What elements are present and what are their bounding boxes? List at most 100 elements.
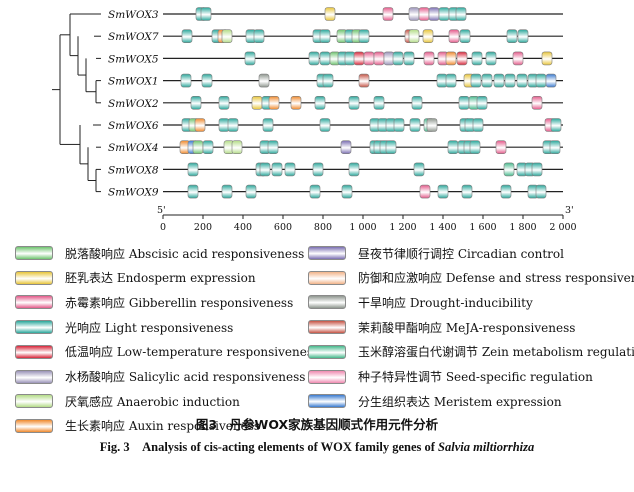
axis-tick-label: 1 400 — [429, 222, 456, 233]
axis-tick-label: 0 — [160, 222, 166, 233]
element-marker-lowtemp — [456, 51, 468, 66]
legend-label: 脱落酸响应 Abscisic acid responsiveness — [65, 246, 305, 261]
legend-swatch — [15, 344, 53, 359]
element-marker-light — [271, 162, 283, 177]
axis-tick-label: 200 — [194, 222, 212, 233]
legend-swatch — [15, 270, 53, 285]
legend-label: 光响应 Light responsiveness — [65, 320, 234, 335]
element-marker-auxin — [445, 51, 457, 66]
legend-label: 胚乳表达 Endosperm expression — [65, 271, 256, 286]
element-marker-light — [476, 96, 488, 110]
element-marker-endosperm — [422, 29, 434, 44]
element-marker-light — [373, 96, 385, 110]
legend-item: 干旱响应 Drought-inducibility — [308, 292, 533, 312]
element-marker-light — [471, 51, 483, 66]
x-axis: 0 200 400 600 800 1 000 1 200 1 400 1 600 1 800 2 … — [157, 205, 577, 233]
element-marker-anaerobic — [231, 140, 243, 154]
element-marker-light — [500, 184, 512, 199]
element-marker-light — [309, 184, 321, 199]
element-marker-light — [485, 51, 497, 66]
element-marker-light — [341, 184, 353, 199]
element-marker-light — [470, 73, 482, 88]
element-marker-light — [493, 73, 505, 88]
legend-label: 分生组织表达 Meristem expression — [358, 394, 562, 409]
element-marker-gibberellin — [531, 96, 543, 110]
element-marker-light — [437, 184, 449, 199]
element-marker-light — [531, 162, 543, 177]
gene-tracks: SmWOX3 SmWOX7 SmWOX5 SmWOX1 SmWOX2 SmWOX6 SmWO… — [108, 7, 563, 199]
element-marker-light — [348, 162, 360, 177]
element-marker-light — [504, 73, 516, 88]
axis-tick-label: 1 000 — [349, 222, 376, 233]
gene-track: SmWOX2 — [108, 96, 563, 110]
element-marker-anaerobic — [221, 29, 233, 44]
legend-item: 生长素响应 Auxin responsiveness — [15, 416, 260, 436]
element-marker-gibberellin — [448, 29, 460, 44]
element-marker-endosperm — [324, 7, 336, 21]
legend-item: 厌氧感应 Anaerobic induction — [15, 391, 240, 411]
element-marker-light — [550, 118, 562, 132]
legend-item: 昼夜节律顺行调控 Circadian control — [308, 243, 564, 263]
element-marker-light — [201, 73, 213, 88]
element-marker-circadian — [340, 140, 352, 154]
element-marker-light — [308, 51, 320, 66]
legend-item: 低温响应 Low-temperature responsiveness — [15, 342, 319, 362]
element-marker-light — [358, 29, 370, 44]
caption-en-species: Salvia miltiorrhiza — [438, 440, 535, 454]
element-marker-light — [259, 162, 271, 177]
gene-label: SmWOX5 — [108, 53, 159, 65]
element-marker-gibberellin — [419, 184, 431, 199]
element-marker-light — [506, 29, 518, 44]
element-marker-light — [445, 73, 457, 88]
element-marker-light — [535, 184, 547, 199]
gene-label: SmWOX4 — [108, 142, 159, 154]
element-marker-auxin — [290, 96, 302, 110]
gene-track: SmWOX9 — [108, 184, 563, 199]
element-marker-endosperm — [541, 51, 553, 66]
element-marker-light — [244, 51, 256, 66]
element-marker-auxin — [194, 118, 206, 132]
legend-item: 光响应 Light responsiveness — [15, 317, 233, 337]
gene-label: SmWOX7 — [108, 31, 159, 43]
axis-tick-label: 1 600 — [469, 222, 496, 233]
element-marker-light — [348, 96, 360, 110]
element-marker-light — [549, 140, 561, 154]
legend-swatch — [15, 246, 53, 260]
legend-label: 赤霉素响应 Gibberellin responsiveness — [65, 295, 294, 310]
element-marker-light — [392, 51, 404, 66]
element-marker-light — [393, 118, 405, 132]
gene-track: SmWOX3 — [108, 7, 563, 21]
five-prime-label: 5' — [157, 205, 166, 216]
gene-label: SmWOX3 — [108, 9, 159, 21]
element-marker-light — [469, 140, 481, 154]
gene-track: SmWOX7 — [108, 29, 563, 44]
element-marker-light — [267, 140, 279, 154]
element-marker-light — [312, 162, 324, 177]
axis-tick-label: 800 — [314, 222, 332, 233]
element-marker-light — [459, 29, 471, 44]
legend-item: 水杨酸响应 Salicylic acid responsiveness — [15, 367, 305, 387]
legend-label: 茉莉酸甲酯响应 MeJA-responsiveness — [358, 320, 576, 335]
legend-item: 防御和应激响应 Defense and stress responsivenes… — [308, 268, 634, 288]
gene-label: SmWOX8 — [108, 164, 159, 176]
element-marker-auxin — [268, 96, 280, 110]
element-marker-light — [409, 118, 421, 132]
legend-item: 分生组织表达 Meristem expression — [308, 391, 562, 411]
element-marker-light — [385, 140, 397, 154]
element-marker-light — [221, 184, 233, 199]
caption-en-prefix: Fig. 3 Analysis of cis-acting elements o… — [99, 440, 439, 454]
legend-swatch — [308, 270, 346, 285]
axis-tick-label: 2 000 — [549, 222, 576, 233]
element-marker-light — [472, 118, 484, 132]
element-marker-light — [190, 96, 202, 110]
figure-caption-cn: 图3 丹参WOX家族基因顺式作用元件分析 — [195, 417, 439, 432]
gene-label: SmWOX2 — [108, 98, 159, 110]
element-marker-drought — [426, 118, 438, 132]
legend-item: 胚乳表达 Endosperm expression — [15, 268, 256, 288]
element-marker-light — [411, 96, 423, 110]
element-marker-light — [187, 162, 199, 177]
legend-label: 低温响应 Low-temperature responsiveness — [65, 345, 320, 360]
legend-swatch — [308, 344, 346, 359]
element-marker-light — [200, 7, 212, 21]
